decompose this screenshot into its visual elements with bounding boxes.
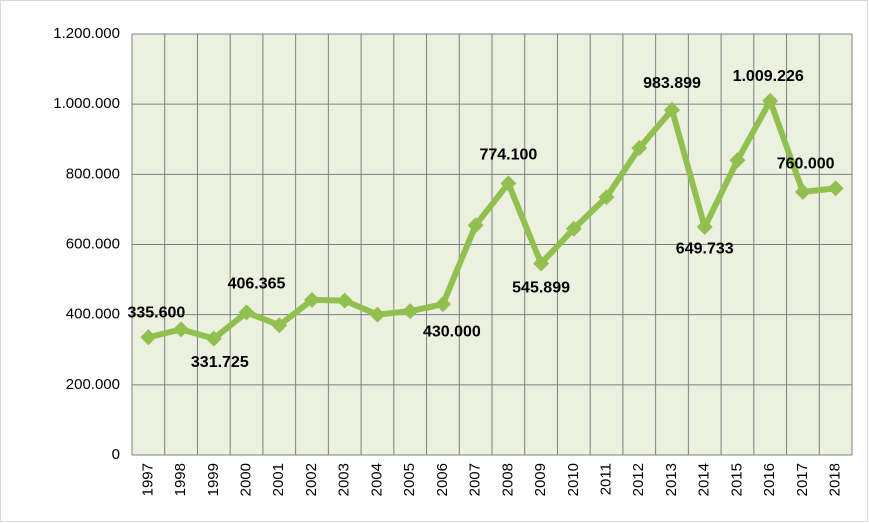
marker xyxy=(271,317,288,334)
data-label: 406.365 xyxy=(228,276,286,293)
marker xyxy=(794,183,811,200)
data-label: 774.100 xyxy=(479,147,537,164)
marker xyxy=(369,306,386,323)
x-tick-label: 1998 xyxy=(172,463,189,496)
x-tick-label: 2015 xyxy=(728,463,745,496)
marker xyxy=(173,321,190,338)
data-label: 760.000 xyxy=(777,156,835,173)
marker xyxy=(467,217,484,234)
x-tick-label: 2002 xyxy=(303,463,320,496)
x-tick-label: 2013 xyxy=(663,463,680,496)
marker xyxy=(533,255,550,272)
y-tick-label: 0 xyxy=(112,446,120,463)
x-tick-label: 2014 xyxy=(696,463,713,496)
x-tick-label: 2017 xyxy=(794,463,811,496)
marker xyxy=(565,220,582,237)
marker xyxy=(664,101,680,118)
marker xyxy=(402,303,419,320)
marker xyxy=(762,92,779,109)
x-tick-label: 1999 xyxy=(205,463,222,496)
x-tick-label: 2016 xyxy=(761,463,778,496)
x-tick-label: 2007 xyxy=(467,463,484,496)
marker xyxy=(434,296,451,313)
y-tick-label: 200.000 xyxy=(66,376,120,393)
marker xyxy=(500,175,517,192)
x-tick-label: 2004 xyxy=(368,463,385,496)
y-tick-label: 600.000 xyxy=(66,235,120,252)
data-label: 983.899 xyxy=(643,75,701,92)
x-tick-label: 2000 xyxy=(238,463,255,496)
x-tick-label: 1997 xyxy=(139,463,156,496)
data-label: 331.725 xyxy=(191,354,249,371)
marker xyxy=(238,304,255,321)
data-label: 649.733 xyxy=(676,240,734,257)
data-label: 545.899 xyxy=(512,280,570,297)
x-tick-label: 2005 xyxy=(401,463,418,496)
marker xyxy=(598,189,615,206)
x-tick-label: 2011 xyxy=(598,463,615,495)
x-tick-label: 2018 xyxy=(827,463,844,496)
marker xyxy=(631,140,648,157)
marker xyxy=(696,219,713,236)
marker xyxy=(336,292,353,309)
x-tick-label: 2009 xyxy=(532,463,549,496)
x-tick-label: 2008 xyxy=(499,463,516,496)
y-tick-label: 1.000.000 xyxy=(53,95,120,112)
marker xyxy=(827,180,844,197)
x-tick-label: 2010 xyxy=(565,463,582,496)
x-tick-label: 2006 xyxy=(434,463,451,496)
series-line xyxy=(147,97,836,342)
marker xyxy=(140,329,157,346)
marker xyxy=(729,152,746,169)
y-tick-label: 400.000 xyxy=(66,306,120,323)
y-tick-label: 1.200.000 xyxy=(53,25,120,42)
data-label: 1.009.226 xyxy=(733,68,804,85)
marker xyxy=(205,330,222,347)
x-tick-label: 2001 xyxy=(270,463,287,496)
marker xyxy=(304,291,320,308)
y-tick-label: 800.000 xyxy=(66,165,120,182)
data-label: 335.600 xyxy=(127,304,185,321)
x-tick-label: 2003 xyxy=(336,463,353,496)
data-label: 430.000 xyxy=(423,323,481,340)
x-tick-label: 2012 xyxy=(630,463,647,496)
